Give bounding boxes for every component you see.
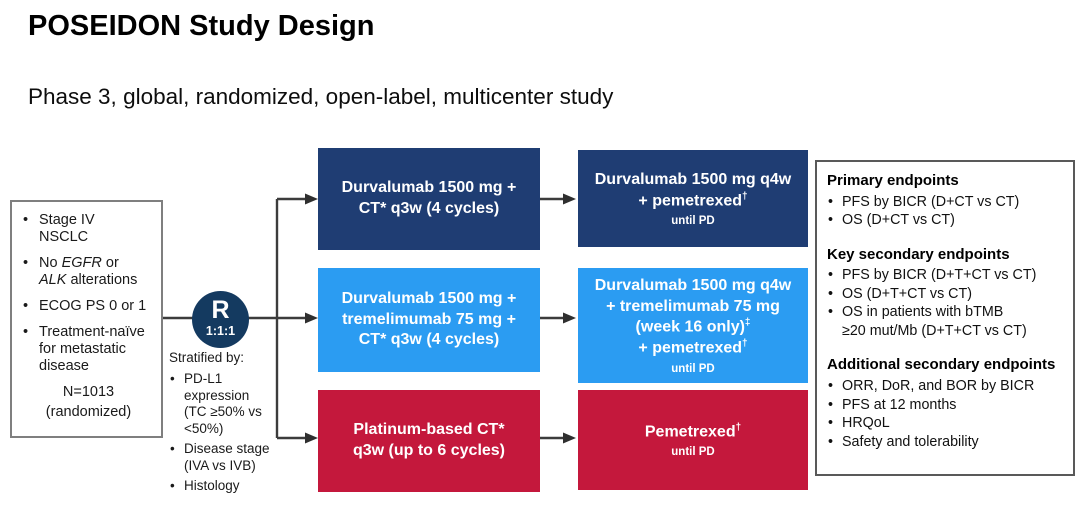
page-subtitle: Phase 3, global, randomized, open-label,… [28,84,614,109]
endpoint-section-heading: Additional secondary endpoints [827,356,1056,374]
arm-induction-chemotherapy-box: Platinum-based CT* q3w (up to 6 cycles) [318,390,540,492]
arrowhead-icon [305,312,318,324]
stratification-item: Histology [169,478,307,495]
endpoint-section-heading: Key secondary endpoints [827,245,1010,263]
eligibility-item: ECOG PS 0 or 1 [20,298,157,315]
endpoint-section-primary: Primary endpoints PFS by BICR (D+CT vs C… [827,171,1065,230]
arrowhead-icon [563,193,576,205]
endpoint-section-additional-secondary: Additional secondary endpoints ORR, DoR,… [827,355,1065,451]
until-pd-note: until PD [671,214,715,227]
endpoint-item: PFS by BICR (D+T+CT vs CT) [827,266,1065,285]
endpoint-list: ORR, DoR, and BOR by BICRPFS at 12 month… [827,377,1065,451]
arrowhead-icon [563,432,576,444]
arrowhead-icon [305,193,318,205]
arm-text: Platinum-based CT* q3w (up to 6 cycles) [352,421,506,459]
endpoint-item: ORR, DoR, and BOR by BICR [827,377,1065,396]
arm-text: Durvalumab 1500 mg q4w + tremelimumab 75 … [594,276,792,357]
arm-text: Pemetrexed† [644,421,742,440]
endpoint-section-key-secondary: Key secondary endpoints PFS by BICR (D+T… [827,245,1065,341]
endpoint-item: OS (D+CT vs CT) [827,211,1065,230]
enrollment-note: (randomized) [45,404,132,421]
endpoint-item: Safety and tolerability [827,433,1065,452]
endpoint-list: PFS by BICR (D+T+CT vs CT)OS (D+T+CT vs … [827,266,1065,340]
endpoint-section-heading: Primary endpoints [827,172,959,189]
arm-text: Durvalumab 1500 mg + CT* q3w (4 cycles) [341,179,517,217]
enrollment-count: N=1013 [62,383,115,400]
arm-maintenance-pemetrexed-box: Pemetrexed† until PD [578,390,808,490]
arm-text: Durvalumab 1500 mg + tremelimumab 75 mg +… [341,289,517,349]
endpoint-item: HRQoL [827,414,1065,433]
endpoint-item: OS in patients with bTMB≥20 mut/Mb (D+T+… [827,303,1065,340]
endpoint-item: PFS by BICR (D+CT vs CT) [827,193,1065,212]
until-pd-note: until PD [671,445,715,458]
arm-maintenance-durvalumab-pemetrexed-box: Durvalumab 1500 mg q4w + pemetrexed† unti… [578,150,808,247]
arm-induction-durvalumab-ct-box: Durvalumab 1500 mg + CT* q3w (4 cycles) [318,148,540,250]
stratification-label: Stratified by: [169,350,245,365]
arm-induction-durvalumab-tremelimumab-ct-box: Durvalumab 1500 mg + tremelimumab 75 mg +… [318,268,540,372]
arrowhead-icon [563,312,576,324]
stratification-item: Disease stage(IVA vs IVB) [169,441,307,474]
randomization-badge: R 1:1:1 [192,291,249,348]
randomization-ratio: 1:1:1 [205,324,236,338]
page-title: POSEIDON Study Design [28,10,375,42]
endpoint-item: OS (D+T+CT vs CT) [827,285,1065,304]
endpoints-box: Primary endpoints PFS by BICR (D+CT vs C… [815,160,1075,476]
until-pd-note: until PD [671,362,715,375]
arm-text: Durvalumab 1500 mg q4w + pemetrexed† [594,170,792,209]
endpoint-item: PFS at 12 months [827,396,1065,415]
randomization-symbol: R [211,296,230,324]
arm-maintenance-durvalumab-tremelimumab-pemetrexed-box: Durvalumab 1500 mg q4w + tremelimumab 75 … [578,268,808,383]
endpoint-list: PFS by BICR (D+CT vs CT)OS (D+CT vs CT) [827,193,1065,230]
